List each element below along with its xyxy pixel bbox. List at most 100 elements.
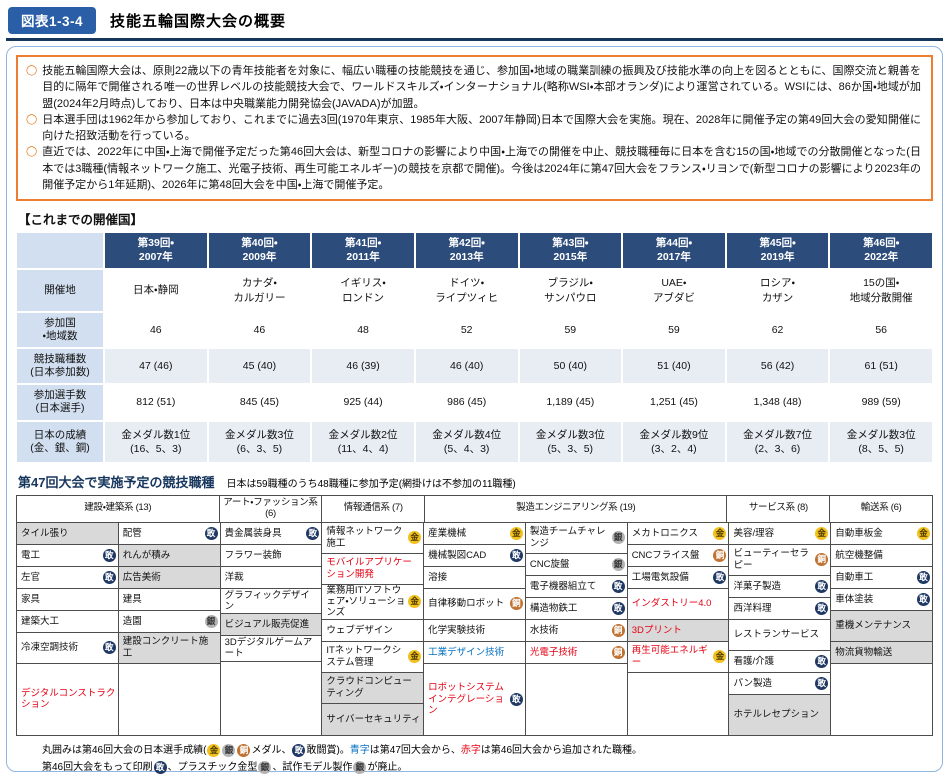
skill-cell: 情報ネットワーク施工金 [322,522,424,554]
medal-effort-icon: 敢 [917,592,931,606]
skill-cell: 工場電気設備 敢 [627,566,729,589]
skill-name: 溶接 [428,571,448,583]
medal-silver-icon: 銀 [611,557,625,571]
host-value-cell: 48 [311,311,415,348]
skill-cell: 再生可能エネルギー金 [627,641,729,673]
skill-name: インダストリー4.0 [631,598,712,610]
skill-name: 重機メンテナンス [835,620,912,632]
host-table-row: 開催地 日本・静岡 カナダ・ カルガリー イギリス・ ロンドン ドイツ・ ライプツィヒブ… [16,269,933,312]
medal-effort-icon: 敢 [611,601,625,615]
medal-gold-icon: 金 [207,743,221,757]
skill-name: レストランサービス [733,629,819,641]
skill-cell: サイバーセキュリティ [322,703,424,735]
medal-effort-icon: 敢 [204,526,218,540]
summary-bullet-1: ◯ 技能五輪国際大会は、原則22歳以下の青年技能者を対象に、幅広い職種の技能競技を… [26,63,921,112]
summary-bullet-text: 日本選手団は1962年から参加しており、これまでに過去3回(1970年東京、19… [42,113,921,143]
legend-text: 丸囲みは第46回大会の日本選手成績( [42,744,207,756]
skill-name: 西洋料理 [733,602,772,614]
legend-text: メダル、 [251,744,292,756]
skill-cell: 広告美術 [118,566,220,589]
medal-silver-icon: 銀 [204,614,218,628]
skill-name: 看護/介護 [733,655,775,667]
skills-group-header-row: 建設・建築系 (13) アート・ファッション系 (6) 情報通信系 (7) 製造エンジ… [17,495,932,523]
skill-cell-empty [831,663,933,735]
medal-bronze-icon: 銅 [509,597,523,611]
host-value-cell: ブラジル・ サンパウロ [518,269,623,312]
skill-cell: フラワー装飾 [220,544,322,567]
skill-name: 電子機器組立て [529,580,597,592]
host-table-row: 参加国 ・地域数 46 46 48 52 59 59 62 56 [16,311,933,348]
host-value-cell: 金メダル数3位 (6、3、5) [207,420,312,463]
skill-name: 建具 [122,593,142,605]
host-value-cell: 61 (51) [829,348,933,385]
skill-cell: 工業デザイン技術 [424,641,525,664]
skill-cell: 建設コンクリート施工 [118,632,220,664]
skill-cell: ウェブデザイン [322,619,424,642]
skill-cell: 洋裁 [220,566,322,589]
medal-effort-icon: 敢 [509,692,523,706]
host-value-cell: 金メダル数1位 (16、5、3) [104,420,208,463]
legend-text: 、試作モデル製作 [272,761,353,773]
skill-name: 製造チームチャレンジ [529,526,606,549]
figure-content: ◯ 技能五輪国際大会は、原則22歳以下の青年技能者を対象に、幅広い職種の技能競技を… [6,46,943,774]
skill-name: 家具 [21,593,41,605]
skill-name: グラフィックデザイン [224,589,310,612]
legend-text: 青字 [349,744,370,756]
medal-gold-icon: 金 [509,526,523,540]
host-value-cell: 46 [207,311,312,348]
skill-cell: 建具 [118,588,220,611]
skill-name: 産業機械 [428,527,467,539]
host-value-cell: 50 (40) [518,348,623,385]
skill-cell: ホテルレセプション [729,694,831,735]
skill-cell: 業務用ITソフトウェア・ソリューションズ金 [322,584,424,620]
skills-column: 産業機械金機械製図CAD 敢溶接 自律移動ロボット銅化学実験技術 工業デザイン技術 ロボ… [424,522,526,735]
skill-cell: 産業機械 金 [424,522,525,545]
medal-effort-icon: 敢 [611,579,625,593]
skill-name: パン製造 [733,677,772,689]
host-col-header: 第45回・ 2019年 [725,232,830,270]
skill-name: 工場電気設備 [631,571,689,583]
medal-bronze-icon: 銅 [713,548,727,562]
host-row-label: 参加選手数 (日本選手) [16,384,104,421]
medal-silver-icon: 銀 [222,743,236,757]
skill-cell: 3Dプリント [627,619,729,642]
skills-group-header: 情報通信系 (7) [322,495,426,522]
skill-name: 再生可能エネルギー [631,645,708,668]
skill-name: 水技術 [529,624,559,636]
skill-cell: 左官 敢 [17,566,118,589]
skill-cell: 構造物鉄工 敢 [525,597,627,620]
skill-cell: ロボットシステムインテグレーション敢 [424,663,525,735]
host-value-cell: 46 [104,311,208,348]
host-value-cell: 52 [414,311,519,348]
host-value-cell: 46 (40) [414,348,519,385]
skill-name: 航空機整備 [835,549,883,561]
medal-gold-icon: 金 [917,526,931,540]
skill-cell: インダストリー4.0 [627,588,729,620]
skill-cell: 物流貨物輸送 [831,641,933,664]
medal-silver-icon: 銀 [353,760,367,774]
skills-group-header: 建設・建築系 (13) [17,495,220,522]
skill-cell-empty [525,663,627,735]
legend-text: 赤字 [460,744,481,756]
skill-name: 物流貨物輸送 [835,646,893,658]
medal-effort-icon: 敢 [102,641,116,655]
skill-cell: 自律移動ロボット銅 [424,588,525,620]
host-value-cell: 56 (42) [725,348,830,385]
skill-name: 3Dプリント [631,624,682,636]
summary-bullet-text: 直近では、2022年に中国・上海で開催予定だった第46回大会は、新型コロナの影響… [42,146,921,191]
skill-name: 建設コンクリート施工 [122,636,209,659]
skills-section-note: 日本は59職種のうち48職種に参加予定(網掛けは不参加の11職種) [226,478,516,490]
skills-table-body: タイル張り 電工敢左官敢家具 建築大工 冷凍空調技術敢デジタルコンストラクション 配管敢… [17,522,933,735]
skill-cell: ビューティーセラピー銅 [729,544,831,576]
host-value-cell: 62 [725,311,830,348]
skill-name: 情報ネットワーク施工 [326,526,403,549]
skills-group-header: アート・ファッション系 (6) [220,495,323,522]
medal-effort-icon: 敢 [292,743,306,757]
medal-gold-icon: 金 [408,595,422,609]
host-section-title: 【これまでの開催国】 [18,213,144,228]
skill-name: 電工 [21,549,41,561]
skill-name: タイル張り [21,527,69,539]
host-value-cell: 59 [622,311,726,348]
skill-cell: 自動車板金 金 [831,522,933,545]
host-value-cell: ロシア・ カザン [725,269,830,312]
